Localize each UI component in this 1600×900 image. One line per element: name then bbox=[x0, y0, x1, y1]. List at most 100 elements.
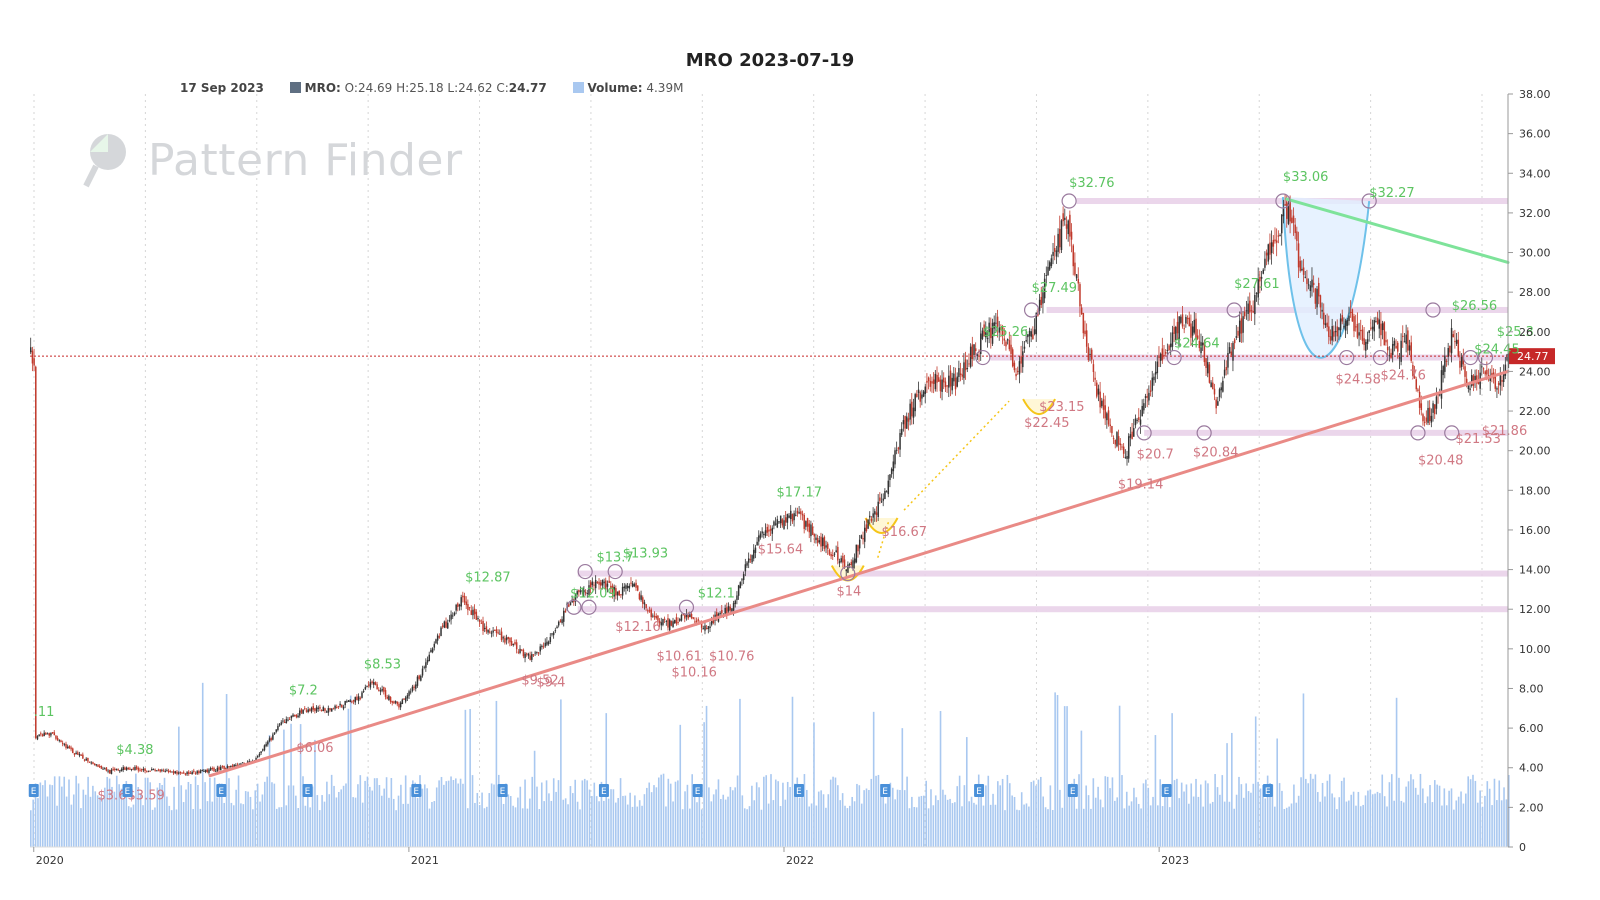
candle-body bbox=[1008, 340, 1011, 350]
volume-bar bbox=[641, 805, 643, 847]
volume-bar bbox=[786, 781, 789, 847]
candle-body bbox=[1354, 326, 1357, 328]
volume-bar bbox=[1348, 800, 1350, 847]
volume-bar bbox=[1350, 794, 1353, 847]
candle-body bbox=[1481, 366, 1483, 368]
earnings-marker-icon bbox=[692, 784, 703, 797]
candle-body bbox=[472, 609, 474, 616]
candle-body bbox=[112, 768, 114, 770]
volume-bar bbox=[923, 795, 925, 847]
volume-bar bbox=[994, 804, 997, 847]
candle-body bbox=[902, 420, 905, 425]
volume-bar bbox=[820, 790, 822, 847]
volume-bar bbox=[1474, 780, 1477, 847]
candle-body bbox=[857, 545, 859, 552]
volume-bar bbox=[1498, 780, 1501, 847]
candle-body bbox=[1175, 326, 1177, 341]
candle-body bbox=[1208, 364, 1211, 383]
volume-bar bbox=[266, 776, 268, 847]
volume-bar bbox=[674, 781, 677, 847]
volume-bar bbox=[918, 796, 920, 847]
volume-bar bbox=[1192, 796, 1195, 847]
candle-body bbox=[1289, 201, 1291, 222]
candle-body bbox=[1225, 367, 1228, 371]
candle-body bbox=[1054, 248, 1056, 252]
candle-body bbox=[453, 612, 456, 616]
candle-body bbox=[1191, 326, 1194, 336]
candle-body bbox=[1317, 282, 1320, 297]
candle-body bbox=[557, 621, 560, 626]
volume-bar bbox=[1278, 783, 1281, 847]
volume-bar bbox=[1178, 798, 1181, 847]
volume-bar bbox=[1465, 793, 1467, 847]
candle-body bbox=[514, 642, 516, 645]
pivot-circle bbox=[975, 349, 991, 366]
volume-bar bbox=[1133, 787, 1135, 847]
candle-body bbox=[840, 558, 842, 562]
volume-bar bbox=[1262, 785, 1264, 847]
volume-bar bbox=[829, 779, 832, 847]
volume-bar bbox=[1183, 791, 1185, 847]
volume-bar bbox=[139, 793, 142, 847]
volume-bar bbox=[712, 794, 715, 847]
volume-bar bbox=[455, 778, 457, 847]
candle-body bbox=[292, 714, 294, 717]
candle-body bbox=[986, 337, 989, 339]
candle-body bbox=[1450, 327, 1453, 354]
volume-bar bbox=[603, 800, 605, 847]
candle-body bbox=[1321, 309, 1323, 312]
candle-body bbox=[1460, 356, 1463, 367]
candle-body bbox=[389, 696, 392, 702]
candle-body bbox=[1294, 224, 1296, 234]
candle-body bbox=[870, 518, 873, 521]
volume-bar bbox=[354, 797, 357, 847]
volume-bar bbox=[865, 788, 868, 847]
support-band bbox=[577, 570, 1508, 577]
volume-bar bbox=[338, 791, 340, 847]
volume-bar bbox=[1460, 791, 1462, 847]
candle-body bbox=[751, 555, 753, 563]
candle-body bbox=[379, 690, 382, 692]
candle-body bbox=[320, 710, 323, 712]
volume-bar bbox=[801, 794, 803, 847]
y-tick-label: 18.00 bbox=[1519, 484, 1551, 497]
volume-bar bbox=[1082, 808, 1085, 847]
candle-body bbox=[1028, 330, 1031, 337]
volume-bar bbox=[1202, 806, 1204, 847]
candle-body bbox=[561, 619, 563, 623]
volume-bar bbox=[166, 796, 168, 847]
candle-body bbox=[1464, 366, 1466, 377]
volume-bar bbox=[753, 800, 756, 847]
candle-body bbox=[97, 764, 99, 767]
earnings-marker-icon bbox=[28, 784, 39, 797]
candle-body bbox=[196, 771, 198, 774]
candle-body bbox=[135, 766, 138, 769]
volume-bar bbox=[1419, 773, 1422, 847]
volume-bar bbox=[858, 785, 861, 847]
candle-body bbox=[287, 719, 289, 721]
candle-body bbox=[805, 521, 807, 527]
candle-body bbox=[771, 527, 774, 534]
candle-body bbox=[1279, 235, 1281, 237]
pivot-circle bbox=[1462, 349, 1479, 366]
candle-body bbox=[1109, 424, 1111, 426]
candle-body bbox=[1111, 426, 1113, 434]
candle-body bbox=[78, 754, 81, 756]
volume-bar bbox=[158, 783, 161, 847]
volume-bar bbox=[915, 807, 918, 847]
candle-body bbox=[719, 612, 721, 615]
earnings-marker-icon bbox=[302, 784, 313, 797]
legend-open: 24.69 bbox=[357, 81, 393, 95]
candle-body bbox=[784, 517, 787, 523]
candle-body bbox=[73, 753, 76, 755]
candle-body bbox=[1168, 345, 1170, 351]
volume-bar bbox=[395, 810, 397, 847]
candle-body bbox=[1097, 388, 1100, 395]
volume-bar bbox=[476, 792, 479, 847]
candle-body bbox=[517, 651, 520, 653]
candle-body bbox=[742, 574, 745, 581]
price-swatch-icon bbox=[289, 82, 301, 93]
candle-body bbox=[223, 765, 225, 770]
volume-bar bbox=[1391, 774, 1393, 847]
